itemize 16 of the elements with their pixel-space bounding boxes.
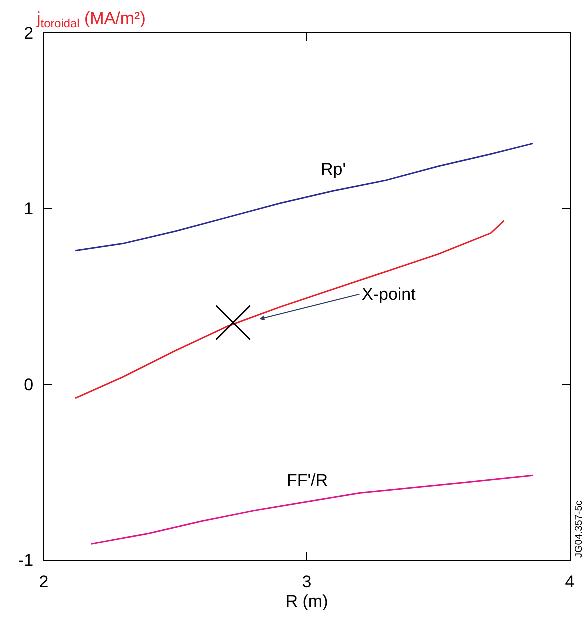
x-tick-label: 4 bbox=[565, 572, 575, 592]
y-tick-label: 2 bbox=[24, 24, 34, 43]
y-tick-label: 0 bbox=[24, 375, 34, 394]
line-series bbox=[90, 474, 534, 545]
y-axis-title: j$_{toroidal}$ (MA/m²) bbox=[36, 9, 146, 31]
y-tick-label: 1 bbox=[24, 200, 34, 219]
series-label: Rp' bbox=[321, 160, 346, 179]
x-tick-label: 2 bbox=[39, 572, 49, 592]
x-tick-label: 3 bbox=[302, 572, 312, 592]
annotation: X-point bbox=[362, 285, 416, 304]
y-tick-label: -1 bbox=[18, 550, 34, 570]
text: JG04.357-5c bbox=[574, 500, 585, 558]
line-series bbox=[74, 220, 505, 400]
series-label: FF'/R bbox=[287, 471, 328, 490]
line-series bbox=[74, 142, 534, 252]
x-axis-title: R (m) bbox=[286, 592, 328, 611]
